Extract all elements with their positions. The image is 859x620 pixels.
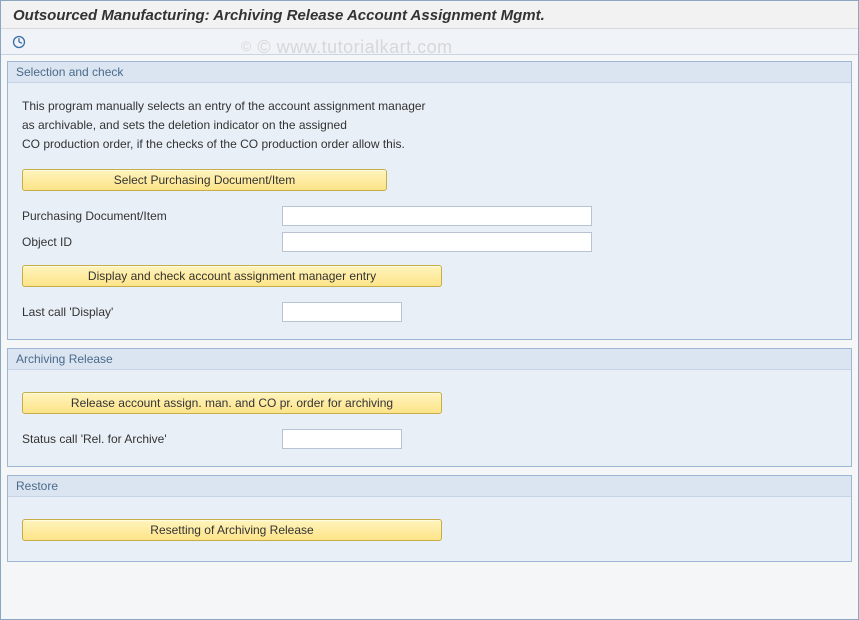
execute-icon[interactable] [11,34,27,50]
groupbox-title-restore: Restore [8,476,851,497]
last-call-label: Last call 'Display' [22,305,282,319]
purchasing-doc-label: Purchasing Document/Item [22,209,282,223]
groupbox-archiving: Archiving Release Release account assign… [7,348,852,467]
status-label: Status call 'Rel. for Archive' [22,432,282,446]
display-check-button[interactable]: Display and check account assignment man… [22,265,442,287]
application-toolbar [1,29,858,55]
page-title: Outsourced Manufacturing: Archiving Rele… [1,1,858,29]
field-row-object-id: Object ID [22,231,837,253]
release-archiving-button[interactable]: Release account assign. man. and CO pr. … [22,392,442,414]
field-row-purchasing-doc: Purchasing Document/Item [22,205,837,227]
description-line-1: This program manually selects an entry o… [22,97,837,116]
purchasing-doc-input[interactable] [282,206,592,226]
description-line-2: as archivable, and sets the deletion ind… [22,116,837,135]
field-row-status: Status call 'Rel. for Archive' [22,428,837,450]
object-id-label: Object ID [22,235,282,249]
groupbox-restore: Restore Resetting of Archiving Release [7,475,852,562]
groupbox-selection: Selection and check This program manuall… [7,61,852,340]
content-area: Selection and check This program manuall… [1,55,858,562]
select-purchasing-doc-button[interactable]: Select Purchasing Document/Item [22,169,387,191]
field-row-last-call: Last call 'Display' [22,301,837,323]
object-id-input[interactable] [282,232,592,252]
status-input[interactable] [282,429,402,449]
reset-archiving-button[interactable]: Resetting of Archiving Release [22,519,442,541]
groupbox-title-selection: Selection and check [8,62,851,83]
groupbox-title-archiving: Archiving Release [8,349,851,370]
sap-window: Outsourced Manufacturing: Archiving Rele… [0,0,859,620]
last-call-input[interactable] [282,302,402,322]
description-line-3: CO production order, if the checks of th… [22,135,837,154]
